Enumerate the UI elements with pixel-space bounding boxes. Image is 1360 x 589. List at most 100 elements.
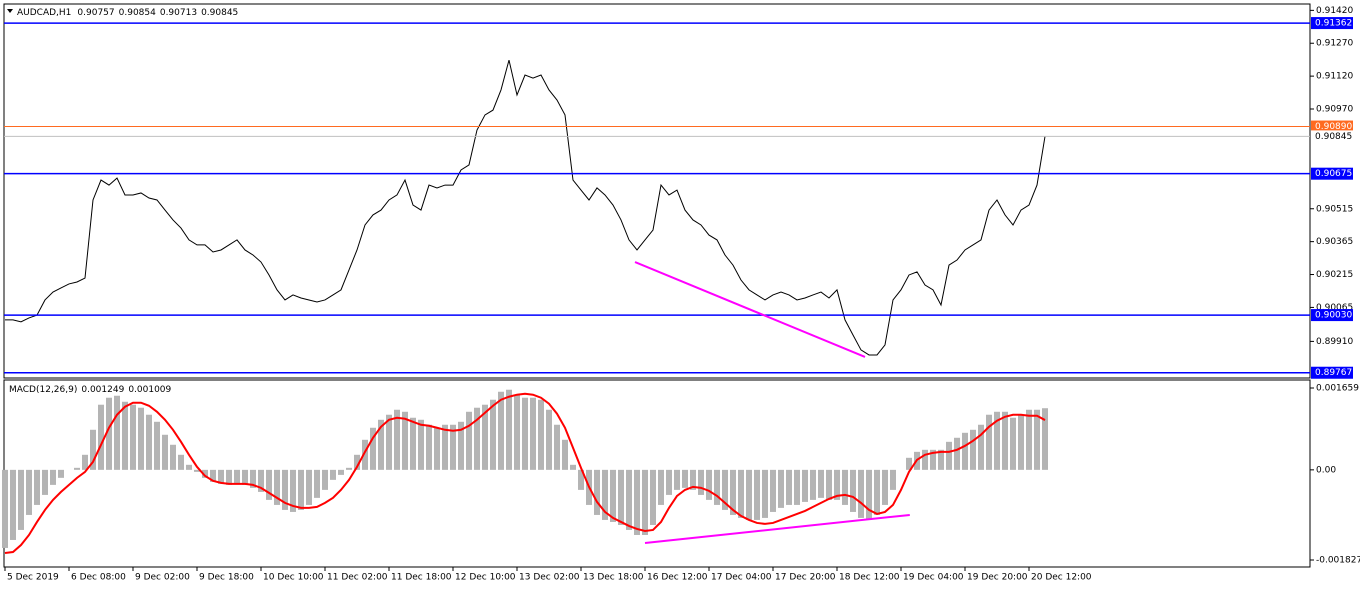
macd-bar — [1034, 409, 1040, 470]
macd-bar — [850, 469, 856, 512]
macd-bar — [922, 449, 928, 470]
symbol: AUDCAD,H1 — [17, 8, 71, 18]
macd-bar — [106, 397, 112, 470]
macd-bar — [98, 404, 104, 470]
macd-bar — [338, 469, 344, 475]
macd-bar — [946, 441, 952, 470]
macd-bar — [810, 469, 816, 500]
trendline — [644, 513, 910, 544]
macd-title: MACD(12,26,9) — [9, 385, 77, 395]
x-tick-label: 13 Dec 18:00 — [583, 573, 644, 583]
macd-bar — [122, 401, 128, 470]
y-tick-label: 0.90365 — [1316, 237, 1353, 247]
level-tag — [1311, 120, 1353, 133]
macd-bar — [354, 454, 360, 470]
macd-bar — [218, 469, 224, 484]
macd-bar — [938, 449, 944, 470]
macd-bar — [962, 432, 968, 470]
level-label: 0.89767 — [1315, 368, 1352, 378]
macd-bar — [874, 469, 880, 515]
menu-arrow[interactable] — [7, 9, 13, 13]
macd-bar — [650, 469, 656, 525]
macd-bar — [234, 469, 240, 484]
macd-bar — [978, 424, 984, 470]
macd-bar — [162, 434, 168, 470]
macd-bar — [34, 469, 40, 505]
y-tick-label: 0.00 — [1316, 465, 1336, 475]
macd-bar — [930, 449, 936, 470]
macd-bar — [626, 469, 632, 530]
macd-bar — [890, 469, 896, 490]
x-tick-label: 9 Dec 18:00 — [199, 573, 254, 583]
macd-bar — [482, 404, 488, 470]
macd-bar — [178, 454, 184, 470]
macd-bar — [402, 411, 408, 470]
macd-bar — [570, 464, 576, 470]
macd-bar — [114, 395, 120, 470]
level-tag — [1311, 17, 1353, 30]
macd-bar — [386, 414, 392, 470]
macd-bar — [698, 469, 704, 495]
macd-bar — [634, 469, 640, 535]
macd-bar — [210, 469, 216, 482]
macd-bar — [466, 411, 472, 470]
macd-bar — [18, 469, 24, 530]
macd-bar — [1026, 409, 1032, 470]
macd-bar — [434, 427, 440, 470]
macd-bar — [538, 399, 544, 470]
macd-bar — [794, 469, 800, 505]
macd-bar — [762, 469, 768, 518]
macd-bar — [154, 421, 160, 470]
y-tick-label: 0.89910 — [1316, 337, 1353, 347]
macd-bar — [522, 397, 528, 470]
macd-bar — [690, 469, 696, 490]
level-tag — [1311, 167, 1353, 180]
macd-bar — [378, 419, 384, 470]
macd-bar — [10, 469, 16, 540]
macd-bar — [578, 469, 584, 490]
macd-bar — [170, 444, 176, 470]
x-tick-label: 17 Dec 04:00 — [711, 573, 772, 583]
macd-bar — [498, 391, 504, 470]
close: 0.90845 — [201, 8, 238, 18]
macd-bar — [594, 469, 600, 515]
macd-pane — [3, 379, 1311, 568]
macd-bar — [74, 467, 80, 470]
x-tick-label: 10 Dec 10:00 — [263, 573, 324, 583]
macd-bar — [26, 469, 32, 515]
macd-bar — [746, 469, 752, 520]
macd-bar — [474, 407, 480, 470]
macd-bar — [738, 469, 744, 518]
macd-bar — [202, 469, 208, 478]
macd-bar — [1002, 411, 1008, 470]
macd-bar — [42, 469, 48, 495]
y-tick-label: -0.001827 — [1316, 555, 1360, 565]
x-tick-label: 16 Dec 12:00 — [647, 573, 708, 583]
macd-bar — [1018, 414, 1024, 470]
y-tick-label: 0.91420 — [1316, 6, 1353, 16]
macd-bar — [954, 437, 960, 470]
macd-signal: 0.001009 — [128, 385, 171, 395]
x-tick-label: 20 Dec 12:00 — [1031, 573, 1092, 583]
macd-bar — [706, 469, 712, 500]
y-tick-label: 0.91120 — [1316, 72, 1353, 82]
level-tag — [1311, 130, 1353, 143]
signal-line — [4, 392, 1046, 554]
x-tick-label: 6 Dec 08:00 — [71, 573, 126, 583]
macd-bar — [994, 411, 1000, 470]
level-label: 0.90030 — [1315, 311, 1352, 321]
macd-bar — [770, 469, 776, 512]
macd-bar — [90, 429, 96, 470]
macd-bar — [138, 407, 144, 470]
macd-bar — [282, 469, 288, 510]
x-tick-label: 11 Dec 02:00 — [327, 573, 388, 583]
level-label: 0.90845 — [1315, 132, 1352, 142]
macd-bar — [2, 469, 8, 548]
macd-bar — [322, 469, 328, 490]
macd-bar — [306, 469, 312, 505]
macd-main: 0.001249 — [81, 385, 124, 395]
macd-bar — [970, 429, 976, 470]
price-pane — [3, 3, 1311, 379]
level-tag — [1311, 309, 1353, 322]
macd-bar — [394, 409, 400, 470]
